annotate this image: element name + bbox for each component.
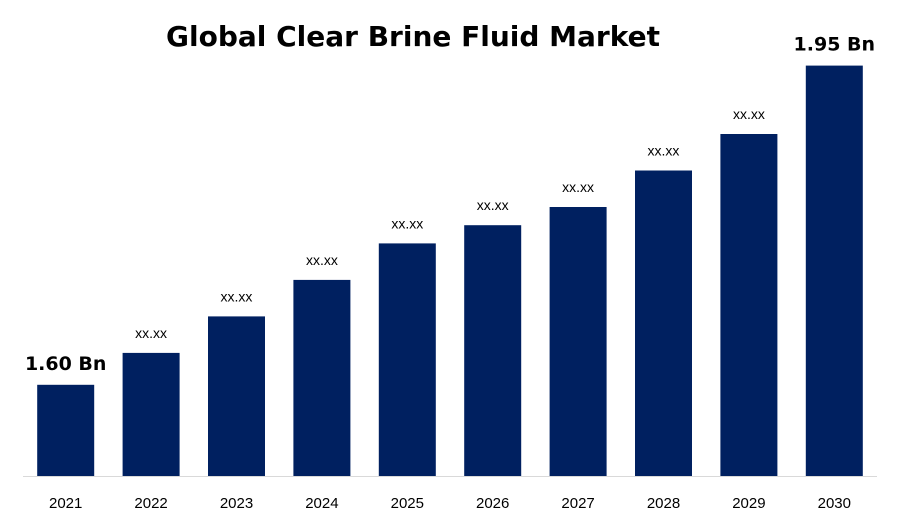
x-tick-label-2028: 2028 bbox=[647, 495, 680, 512]
x-tick-label-2022: 2022 bbox=[134, 495, 167, 512]
data-label-2023: xx.xx bbox=[221, 288, 253, 304]
x-tick-label-2026: 2026 bbox=[476, 495, 509, 512]
data-label-2021: 1.60 Bn bbox=[25, 353, 107, 375]
x-tick-labels-layer: 2021 2022 2023 2024 2025 2026 2027 2028 2029 2030 bbox=[49, 495, 851, 512]
x-tick-label-2029: 2029 bbox=[732, 495, 765, 512]
bar-2029 bbox=[720, 134, 778, 476]
x-tick-label-2024: 2024 bbox=[305, 495, 338, 512]
x-tick-label-2027: 2027 bbox=[561, 495, 594, 512]
data-label-2022: xx.xx bbox=[135, 325, 167, 341]
bar-2023 bbox=[208, 316, 265, 476]
bar-2024 bbox=[293, 279, 351, 476]
x-tick-label-2025: 2025 bbox=[391, 495, 424, 512]
bars-layer bbox=[37, 65, 863, 476]
bar-2027 bbox=[549, 207, 607, 476]
data-label-2028: xx.xx bbox=[648, 143, 680, 159]
bar-2025 bbox=[378, 243, 436, 476]
chart-title: Global Clear Brine Fluid Market bbox=[166, 20, 660, 53]
data-label-2024: xx.xx bbox=[306, 252, 338, 268]
data-label-2026: xx.xx bbox=[477, 197, 509, 213]
bar-2026 bbox=[464, 225, 522, 476]
data-label-2025: xx.xx bbox=[391, 215, 423, 231]
bar-2021 bbox=[37, 384, 95, 476]
data-label-2029: xx.xx bbox=[733, 106, 765, 122]
bar-2022 bbox=[122, 352, 180, 476]
x-tick-label-2030: 2030 bbox=[818, 495, 851, 512]
data-labels-layer: 1.60 Bn xx.xx xx.xx xx.xx xx.xx xx.xx xx.xx xx.… bbox=[25, 34, 875, 375]
x-tick-label-2023: 2023 bbox=[220, 495, 253, 512]
x-tick-label-2021: 2021 bbox=[49, 495, 82, 512]
bar-2030 bbox=[805, 65, 863, 476]
bar-2028 bbox=[635, 170, 692, 476]
data-label-2027: xx.xx bbox=[562, 179, 594, 195]
data-label-2030: 1.95 Bn bbox=[794, 34, 876, 56]
